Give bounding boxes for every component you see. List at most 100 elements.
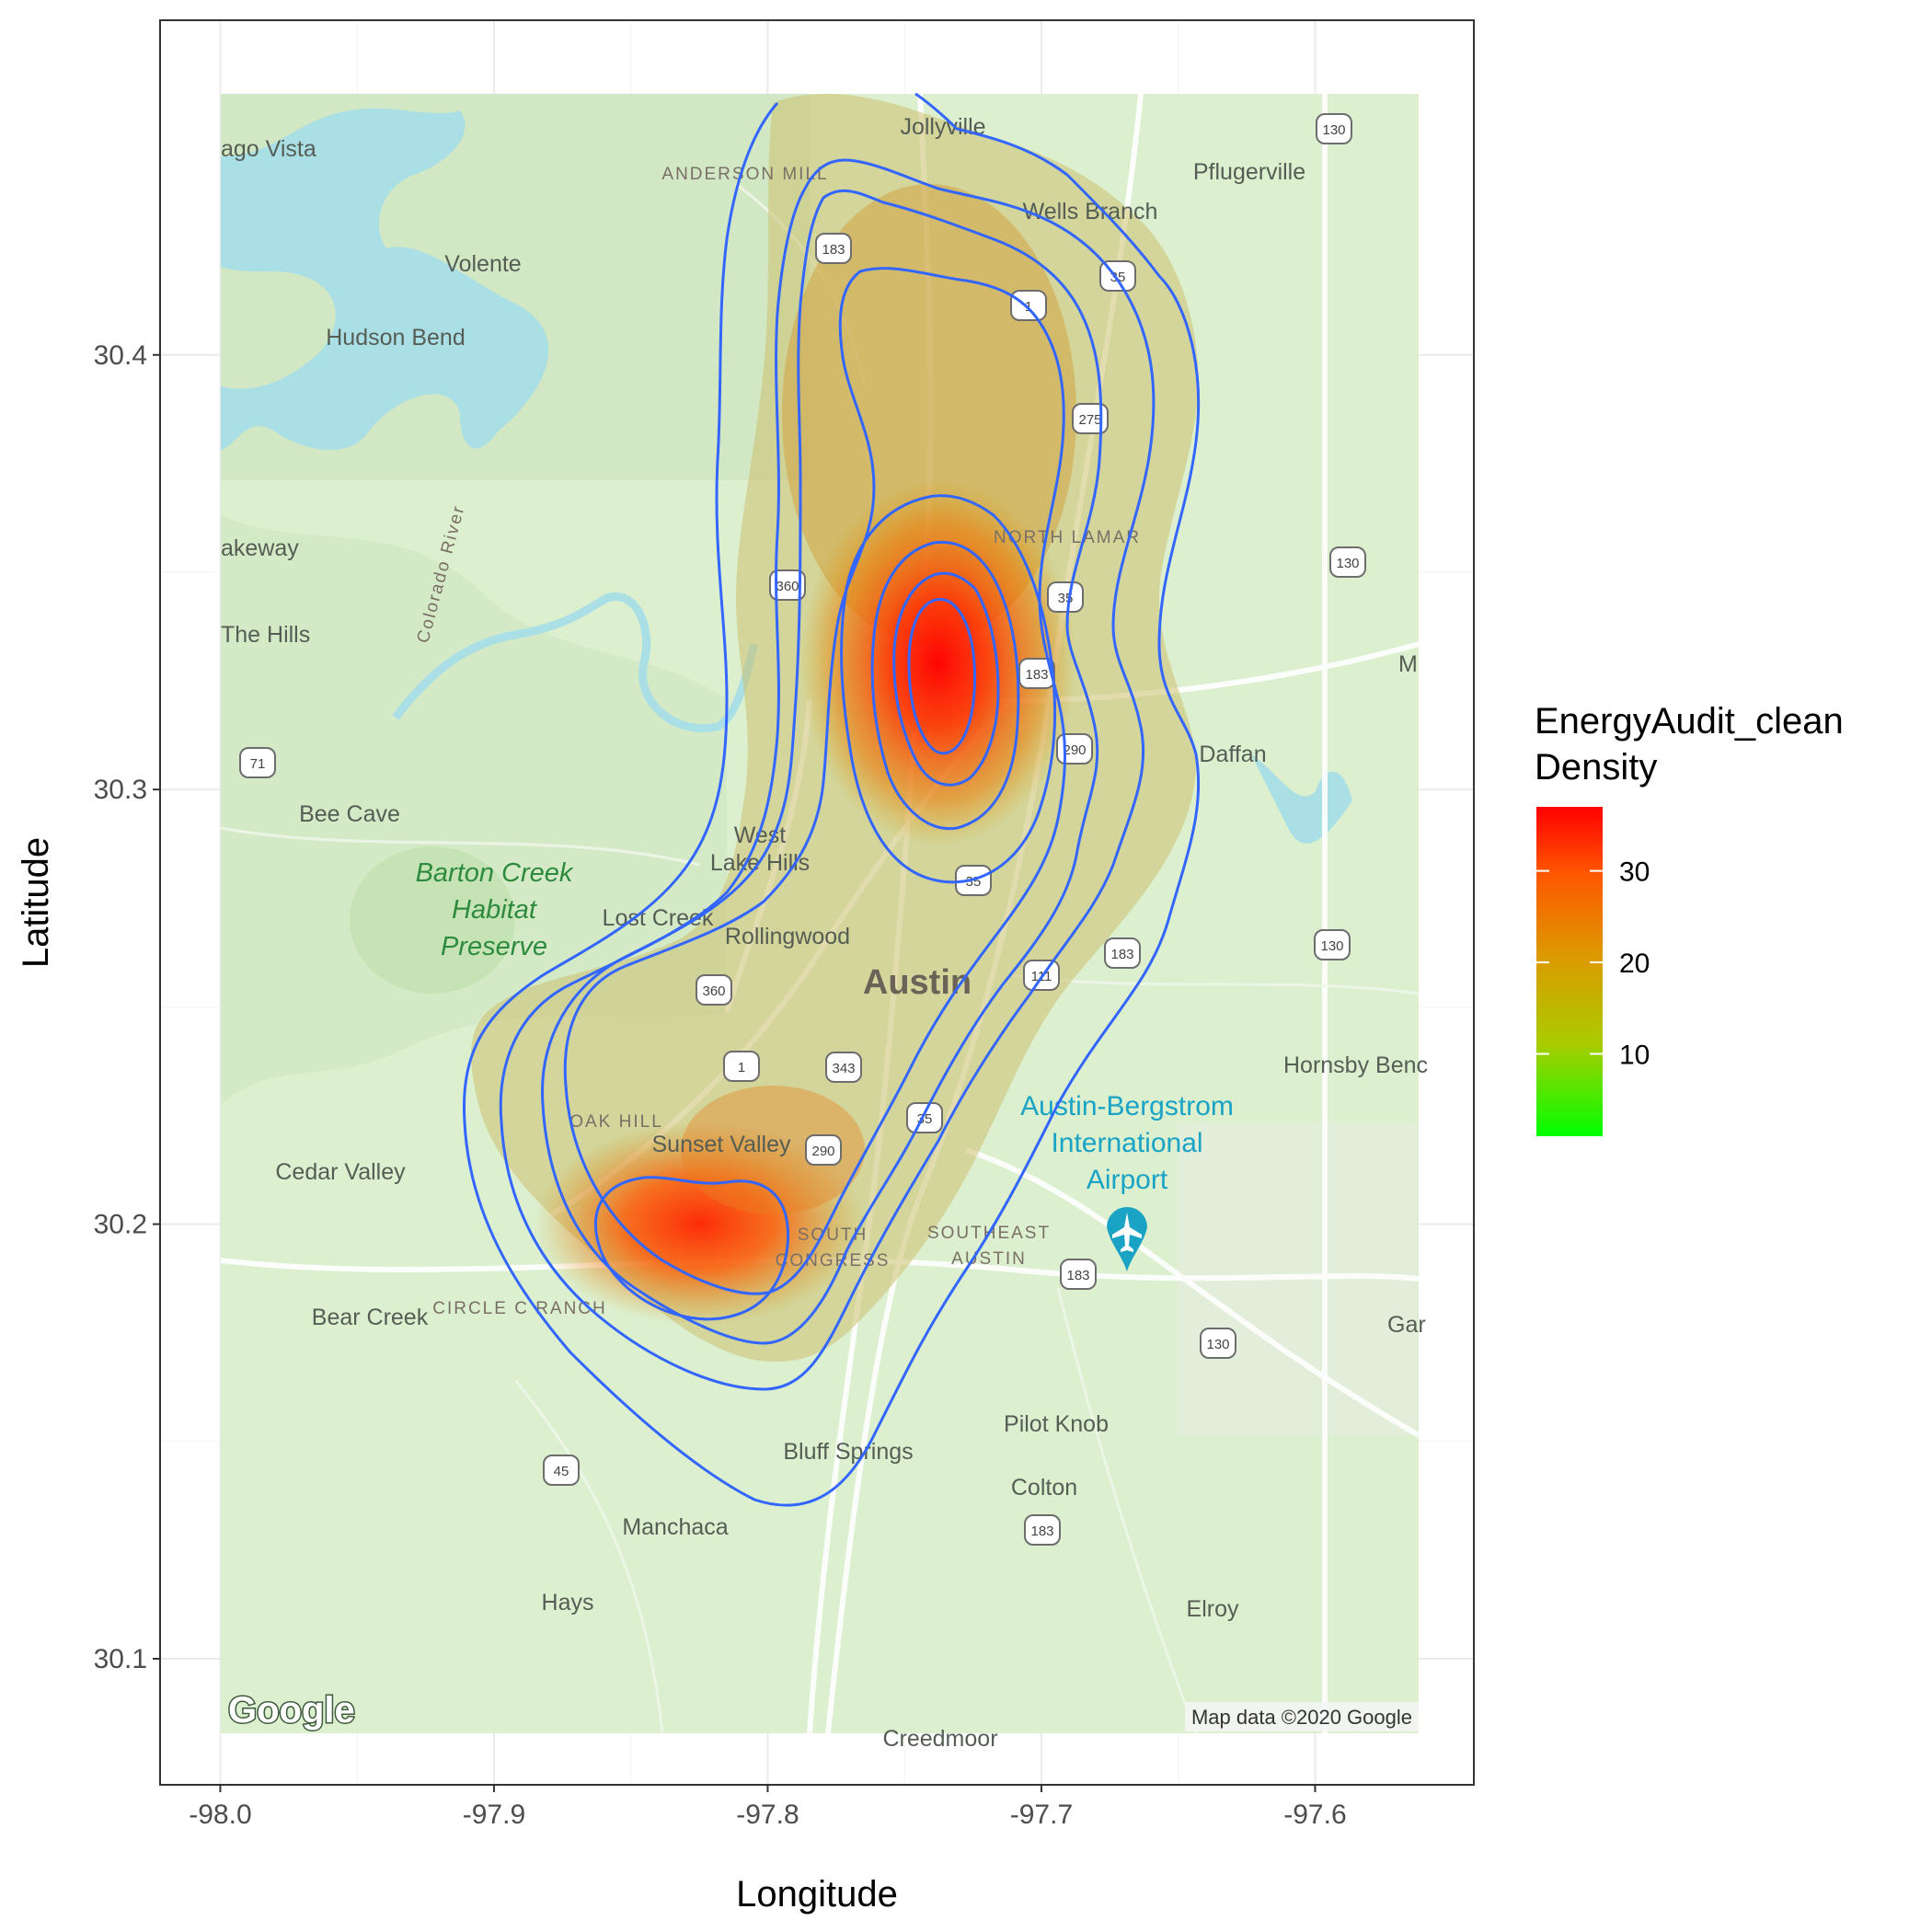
map-label: Daffan [1199, 742, 1266, 767]
y-tick-label: 30.3 [94, 775, 147, 805]
shield-number: 290 [1063, 742, 1086, 758]
shield-shape [1200, 1328, 1236, 1359]
map-label: Creedmoor [882, 1726, 997, 1752]
map-label: Austin [863, 963, 972, 1002]
shield-number: 183 [1066, 1268, 1089, 1283]
legend-colorbar [1536, 807, 1603, 1136]
map-label: Hudson Bend [326, 325, 466, 351]
highway-shield-icon: 360 [696, 974, 732, 1006]
map-label: Cedar Valley [275, 1159, 406, 1185]
highway-shield-icon: 343 [825, 1052, 862, 1083]
shield-number: 130 [1336, 556, 1359, 571]
x-tick-label: -97.7 [1010, 1800, 1073, 1830]
highway-shield-icon: 35 [955, 865, 992, 896]
map-label: Hays [542, 1590, 594, 1616]
map-label: Bee Cave [299, 801, 400, 827]
shield-number: 183 [822, 242, 845, 258]
legend: EnergyAudit_clean Density 10 20 30 [1535, 701, 1844, 1136]
map-label: Rollingwood [725, 924, 850, 949]
shield-number: 183 [1030, 1524, 1053, 1539]
shield-shape [825, 1052, 862, 1083]
map-label: Barton Creek [416, 858, 574, 888]
highway-shield-icon: 290 [1056, 733, 1093, 765]
x-axis: -98.0 -97.9 -97.8 -97.7 -97.6 [189, 1785, 1347, 1830]
map-label: Bluff Springs [783, 1439, 913, 1465]
density-contour [840, 494, 1057, 884]
y-axis: 30.1 30.2 30.3 30.4 [94, 340, 160, 1674]
map-label: Elroy [1187, 1596, 1239, 1622]
legend-title-line2: Density [1535, 747, 1657, 788]
map-label: ago Vista [221, 136, 316, 162]
highway-shield-icon: 183 [1018, 658, 1055, 689]
shield-shape [1072, 403, 1109, 434]
density-contour [892, 571, 1000, 787]
highway-shield-icon: 1 [1010, 290, 1047, 321]
google-logo: Google [228, 1690, 355, 1731]
map-label: AUSTIN [951, 1249, 1027, 1269]
shield-number: 1 [738, 1060, 745, 1075]
x-tick-label: -97.6 [1283, 1800, 1346, 1830]
shield-shape [543, 1455, 580, 1486]
highway-shield-icon: 360 [769, 569, 806, 601]
highway-shield-icon: 275 [1072, 403, 1109, 434]
highway-shield-icon: 130 [1329, 546, 1366, 578]
map-label: Volente [444, 251, 521, 277]
legend-tick-label: 10 [1619, 1041, 1650, 1071]
highway-shield-icon: 1 [723, 1051, 760, 1082]
basemap [220, 93, 1420, 1734]
shield-shape [723, 1051, 760, 1082]
highway-shield-icon: 45 [543, 1455, 580, 1486]
shield-shape [1024, 1514, 1061, 1546]
map-label: Wells Branch [1023, 199, 1158, 224]
shield-number: 183 [1110, 947, 1133, 962]
map-label: CIRCLE C RANCH [432, 1299, 607, 1318]
legend-tick-label: 30 [1619, 857, 1650, 888]
map-label: ANDERSON MILL [661, 165, 828, 184]
y-tick-label: 30.4 [94, 340, 147, 371]
attribution-box [1185, 1702, 1419, 1731]
highway-shield-icon: 183 [1104, 937, 1141, 969]
map-label: Habitat [452, 895, 538, 925]
map-label: Gar [1387, 1312, 1426, 1338]
shield-number: 183 [1025, 667, 1048, 683]
map-label: akeway [221, 535, 299, 561]
shield-shape [1060, 1259, 1097, 1290]
highway-shields: 130 183 35 1 275 130 360 35 183 290 71 35 360 1 343 290… [239, 113, 1366, 1546]
highway-shield-icon: 290 [805, 1134, 842, 1166]
map-label: OAK HILL [569, 1112, 663, 1132]
density-contours [462, 92, 1201, 1507]
highway-shield-icon: 35 [906, 1102, 943, 1133]
shield-shape [906, 1102, 943, 1133]
density-contour [462, 92, 1201, 1507]
x-tick-label: -98.0 [189, 1800, 251, 1830]
map-label: Pilot Knob [1004, 1411, 1109, 1437]
shield-shape [1314, 929, 1351, 960]
y-tick-label: 30.1 [94, 1644, 147, 1674]
map-label: Colton [1011, 1475, 1077, 1501]
shield-shape [1010, 290, 1047, 321]
shield-number: 130 [1322, 122, 1345, 138]
shield-number: 290 [811, 1144, 834, 1159]
y-tick-label: 30.2 [94, 1210, 147, 1240]
shield-shape [769, 569, 806, 601]
map-label: Preserve [441, 932, 547, 961]
legend-title: EnergyAudit_clean [1535, 701, 1844, 742]
shield-shape [696, 974, 732, 1006]
shield-number: 275 [1078, 412, 1101, 428]
map-label: The Hills [221, 622, 310, 648]
shield-number: 130 [1206, 1337, 1229, 1352]
shield-number: 360 [776, 579, 799, 594]
shield-shape [1316, 113, 1352, 144]
shield-number: 71 [250, 756, 266, 772]
density-contour [563, 267, 1066, 1295]
x-tick-label: -97.8 [736, 1800, 799, 1830]
highway-shield-icon: 130 [1200, 1328, 1236, 1359]
density-contour [907, 598, 976, 755]
density-contour [541, 189, 1103, 1345]
density-contour [499, 158, 1156, 1391]
shield-shape [805, 1134, 842, 1166]
colorado-river [392, 592, 759, 732]
x-tick-label: -97.9 [463, 1800, 525, 1830]
highway-shield-icon: 183 [1060, 1259, 1097, 1290]
shield-shape [815, 233, 852, 264]
